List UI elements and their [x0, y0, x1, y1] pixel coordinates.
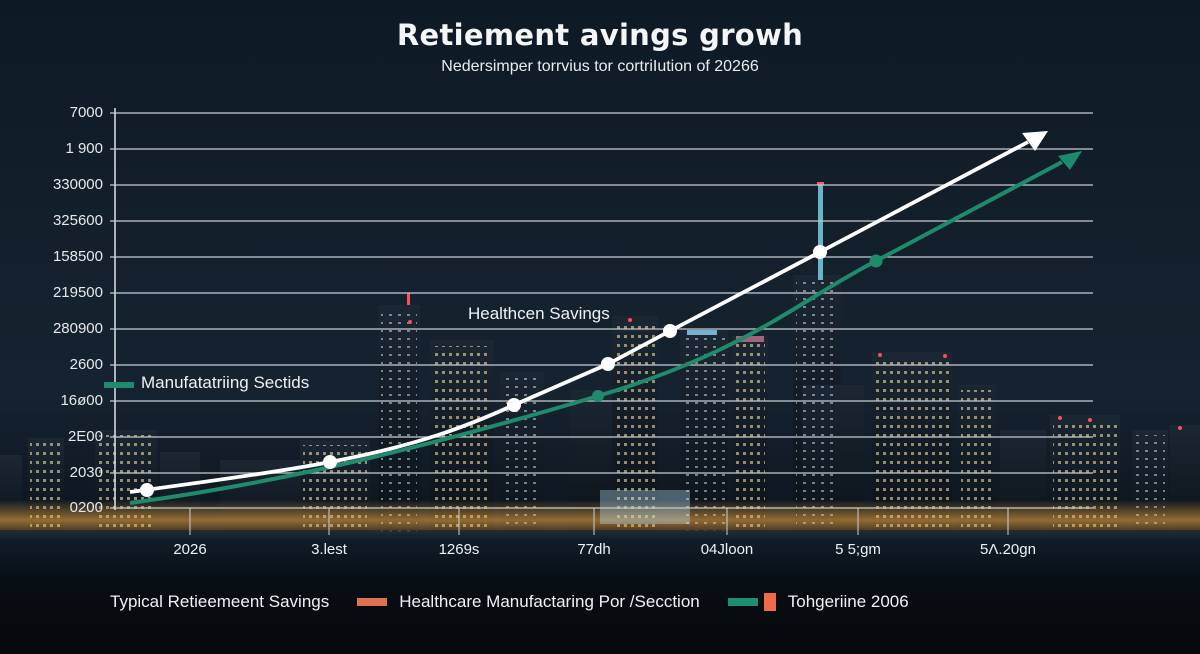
x-tick-marks — [189, 508, 1009, 535]
legend-item-healthcare-manufacturing[interactable]: Healthcare Manufactaring Por /Secction — [357, 592, 700, 612]
chart-title: Retiement avings growh — [396, 18, 804, 52]
y-tick-label: 325600 — [52, 212, 103, 229]
manufacturing-arrowhead-icon — [1058, 151, 1082, 170]
legend-swatch-green-icon — [727, 598, 758, 606]
x-tick-label: 77dh — [577, 541, 611, 558]
x-tick-label: 04Jloon — [700, 541, 754, 558]
manufacturing-markers — [592, 254, 883, 402]
x-tick-label: 5 5;gm — [835, 541, 881, 558]
y-tick-label: 16ø00 — [60, 392, 103, 409]
y-tick-label: 2600 — [69, 356, 103, 373]
healthcare-annotation: Healthcen Savings — [468, 304, 610, 323]
legend-label: Tohgeriine 2006 — [787, 592, 909, 611]
y-tick-label: 0200 — [69, 499, 103, 516]
y-tick-label: 7000 — [69, 104, 103, 121]
y-tick-label: 280900 — [52, 320, 103, 337]
healthcare-arrowhead-icon — [1022, 131, 1048, 151]
y-tick-label: 1 900 — [65, 140, 103, 157]
y-tick-label: 158500 — [52, 248, 103, 265]
manufacturing-series-line — [129, 160, 1063, 505]
chart-subtitle: Nedersimper torrvius tor cortriIution of… — [441, 58, 759, 75]
legend-swatch-orange-icon — [357, 598, 388, 606]
x-tick-label: 5Λ.20gn — [980, 541, 1036, 558]
legend-label: Typical Retieemeent Savings — [110, 592, 330, 611]
y-tick-label: 330000 — [52, 176, 103, 193]
x-tick-label: 3.lest — [311, 541, 347, 558]
legend-item-together[interactable]: Tohgeriine 2006 — [727, 592, 909, 612]
healthcare-markers — [140, 245, 827, 497]
water-reflection — [0, 530, 1200, 654]
y-tick-label: 2030 — [69, 464, 103, 481]
x-tick-label: 2026 — [173, 541, 207, 558]
manufacturing-annotation: Manufatatriing Sectids — [141, 373, 310, 392]
y-tick-label: 2E00 — [67, 428, 103, 445]
healthcare-series-line — [129, 140, 1029, 494]
chart-legend: Typical Retieemeent Savings Healthcare M… — [110, 592, 937, 612]
legend-item-typical[interactable]: Typical Retieemeent Savings — [110, 592, 329, 612]
manufacturing-annotation-swatch — [104, 382, 134, 388]
legend-label: Healthcare Manufactaring Por /Secction — [399, 592, 700, 611]
y-tick-label: 219500 — [52, 284, 103, 301]
x-tick-label: 1269s — [438, 541, 480, 558]
legend-swatch-orange-square-icon — [763, 593, 776, 611]
